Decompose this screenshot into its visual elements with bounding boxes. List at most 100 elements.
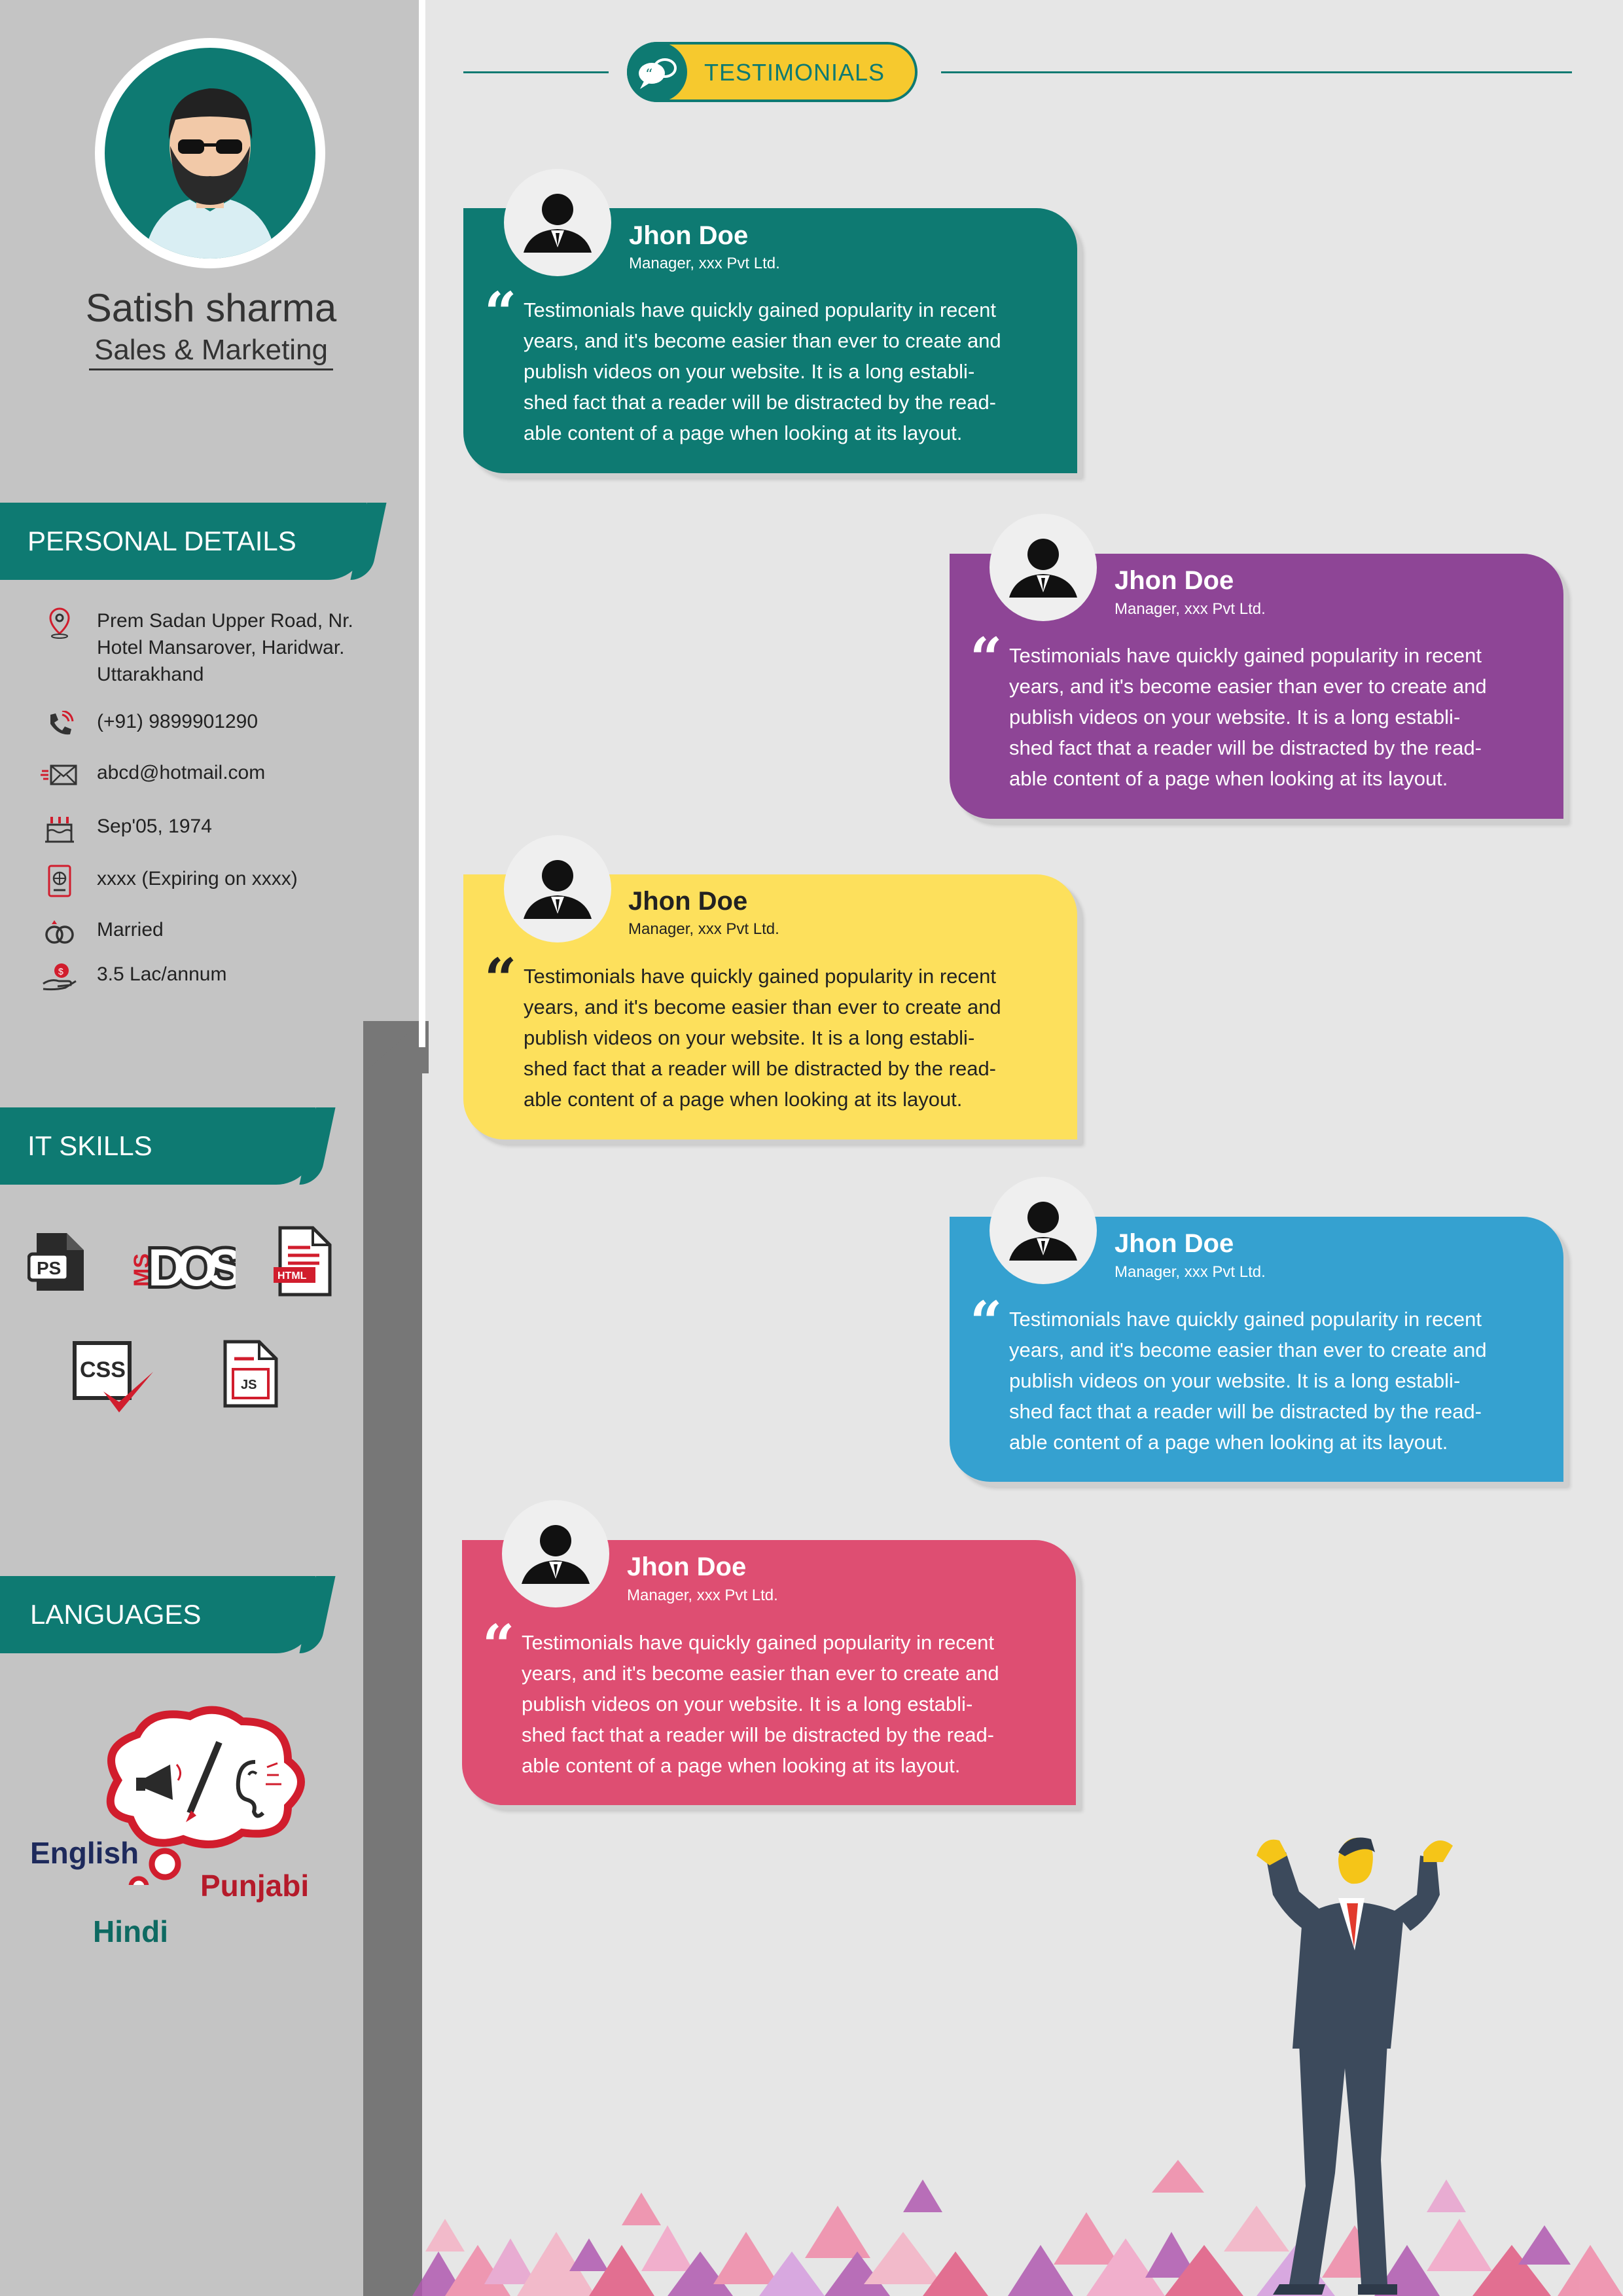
profile-name: Satish sharma xyxy=(85,286,337,330)
testimonial-text: Testimonials have quickly gained popular… xyxy=(524,961,1034,1115)
testimonial-text: Testimonials have quickly gained popular… xyxy=(524,295,1034,448)
marital-text: Married xyxy=(97,919,164,941)
language-hindi: Hindi xyxy=(93,1914,168,1948)
sidebar-fold xyxy=(363,1021,429,1073)
language-english: English xyxy=(30,1836,139,1870)
testimonial-text: Testimonials have quickly gained popular… xyxy=(1009,640,1520,794)
testimonial-avatar xyxy=(990,514,1097,621)
chat-bubbles-icon: “ xyxy=(627,42,687,102)
js-label: JS xyxy=(241,1378,257,1392)
quote-icon: “ xyxy=(484,280,517,346)
testimonial-line: able content of a page when looking at i… xyxy=(524,422,963,444)
html-label: HTML xyxy=(277,1270,307,1282)
testimonial-line: years, and it's become easier than ever … xyxy=(1009,1338,1487,1361)
profile-role: Sales & Marketing xyxy=(0,334,422,370)
testimonial-name: Jhon Doe xyxy=(1115,1229,1234,1258)
address-row: Prem Sadan Upper Road, Nr. Hotel Mansaro… xyxy=(39,607,406,688)
rings-icon xyxy=(39,916,80,948)
testimonial-line: years, and it's become easier than ever … xyxy=(524,996,1001,1018)
testimonial-line: able content of a page when looking at i… xyxy=(1009,767,1448,790)
salary-row: $ 3.5 Lac/annum xyxy=(39,961,406,992)
language-punjabi: Punjabi xyxy=(200,1869,310,1903)
js-skill-icon: JS xyxy=(221,1339,280,1412)
birthday-cake-icon xyxy=(39,813,80,844)
email-text: abcd@hotmail.com xyxy=(97,762,266,783)
phone-text: (+91) 9899901290 xyxy=(97,711,259,732)
testimonial-name: Jhon Doe xyxy=(1115,566,1234,595)
svg-text:$: $ xyxy=(58,966,63,977)
testimonial-company: Manager, xxx Pvt Ltd. xyxy=(627,1587,778,1604)
salary-text: 3.5 Lac/annum xyxy=(97,963,227,985)
quote-glyph-pill: “ xyxy=(645,67,652,83)
marital-row: Married xyxy=(39,916,406,948)
address-line-1: Prem Sadan Upper Road, Nr. xyxy=(97,610,353,632)
testimonial-line: Testimonials have quickly gained popular… xyxy=(522,1631,995,1654)
quote-icon: “ xyxy=(970,1289,1003,1355)
celebrating-businessman-illustration xyxy=(1257,1837,1453,2295)
personal-details-heading: PERSONAL DETAILS xyxy=(0,503,366,580)
address-text: Prem Sadan Upper Road, Nr. Hotel Mansaro… xyxy=(97,607,353,688)
testimonial-line: publish videos on your website. It is a … xyxy=(1009,1369,1461,1392)
phone-icon xyxy=(39,708,80,740)
header-line-right xyxy=(941,71,1572,73)
testimonial-line: shed fact that a reader will be distract… xyxy=(1009,1400,1482,1423)
location-pin-icon xyxy=(39,607,80,639)
testimonial-company: Manager, xxx Pvt Ltd. xyxy=(629,255,780,272)
ms-dos-skill-icon: MS DOS DOS xyxy=(124,1233,254,1300)
testimonials-heading: TESTIMONIALS xyxy=(704,59,885,86)
testimonial-line: Testimonials have quickly gained popular… xyxy=(1009,1308,1482,1331)
testimonial-name: Jhon Doe xyxy=(628,887,748,916)
testimonial-line: publish videos on your website. It is a … xyxy=(1009,706,1461,728)
ps-label: PS xyxy=(37,1258,61,1278)
email-row: abcd@hotmail.com xyxy=(39,759,406,791)
testimonial-line: publish videos on your website. It is a … xyxy=(524,360,975,383)
css-label: CSS xyxy=(80,1357,126,1382)
testimonial-line: shed fact that a reader will be distract… xyxy=(524,391,997,414)
html-skill-icon: HTML xyxy=(274,1225,332,1300)
triangle-pattern-decoration xyxy=(412,2160,1623,2296)
sidebar-edge xyxy=(419,0,425,1047)
testimonial-line: publish videos on your website. It is a … xyxy=(524,1026,975,1049)
salary-hand-icon: $ xyxy=(39,961,80,992)
testimonial-line: able content of a page when looking at i… xyxy=(524,1088,963,1111)
email-icon xyxy=(39,759,80,791)
languages-heading: LANGUAGES xyxy=(0,1576,315,1653)
css-skill-icon: CSS xyxy=(71,1339,156,1424)
testimonial-line: years, and it's become easier than ever … xyxy=(524,329,1001,352)
dob-row: Sep'05, 1974 xyxy=(39,813,406,844)
profile-role-text: Sales & Marketing xyxy=(88,334,334,370)
ms-label: MS xyxy=(130,1253,154,1287)
testimonial-line: able content of a page when looking at i… xyxy=(522,1754,961,1777)
testimonial-text: Testimonials have quickly gained popular… xyxy=(1009,1304,1520,1458)
quote-icon: “ xyxy=(484,946,517,1013)
dob-text: Sep'05, 1974 xyxy=(97,816,212,837)
phone-row: (+91) 9899901290 xyxy=(39,708,406,740)
speech-cloud-icon xyxy=(92,1702,314,1897)
sidebar-shadow xyxy=(363,1021,422,2296)
address-line-2: Hotel Mansarover, Haridwar. xyxy=(97,637,345,658)
testimonial-line: Testimonials have quickly gained popular… xyxy=(524,298,997,321)
testimonial-company: Manager, xxx Pvt Ltd. xyxy=(628,920,779,938)
quote-icon: “ xyxy=(970,626,1003,692)
address-line-3: Uttarakhand xyxy=(97,664,204,685)
it-skills-heading: IT SKILLS xyxy=(0,1107,315,1185)
testimonial-line: shed fact that a reader will be distract… xyxy=(524,1057,997,1080)
testimonial-company: Manager, xxx Pvt Ltd. xyxy=(1115,1263,1266,1281)
testimonial-name: Jhon Doe xyxy=(627,1552,747,1581)
testimonial-avatar xyxy=(504,169,611,276)
testimonial-name: Jhon Doe xyxy=(629,221,749,250)
testimonial-company: Manager, xxx Pvt Ltd. xyxy=(1115,600,1266,618)
testimonial-avatar xyxy=(502,1500,609,1607)
testimonial-line: publish videos on your website. It is a … xyxy=(522,1693,973,1715)
testimonial-line: shed fact that a reader will be distract… xyxy=(1009,736,1482,759)
quote-icon: “ xyxy=(482,1613,515,1679)
avatar xyxy=(105,48,315,259)
testimonial-avatar xyxy=(504,835,611,942)
testimonial-line: shed fact that a reader will be distract… xyxy=(522,1723,995,1746)
testimonial-line: years, and it's become easier than ever … xyxy=(1009,675,1487,698)
photoshop-skill-icon: PS xyxy=(27,1230,86,1297)
passport-row: xxxx (Expiring on xxxx) xyxy=(39,865,406,897)
testimonial-line: Testimonials have quickly gained popular… xyxy=(1009,644,1482,667)
dos-label: DOS xyxy=(148,1238,236,1292)
passport-icon xyxy=(39,865,80,897)
